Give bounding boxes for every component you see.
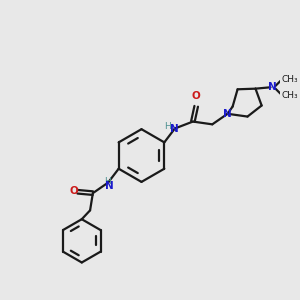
Text: CH₃: CH₃: [282, 75, 298, 84]
Text: H: H: [164, 122, 171, 131]
Text: CH₃: CH₃: [282, 91, 298, 100]
Text: N: N: [105, 181, 114, 191]
Text: O: O: [192, 91, 201, 101]
Text: N: N: [170, 124, 179, 134]
Text: N: N: [268, 82, 277, 92]
Text: O: O: [69, 186, 78, 196]
Text: N: N: [223, 109, 232, 119]
Text: H: H: [104, 177, 111, 186]
